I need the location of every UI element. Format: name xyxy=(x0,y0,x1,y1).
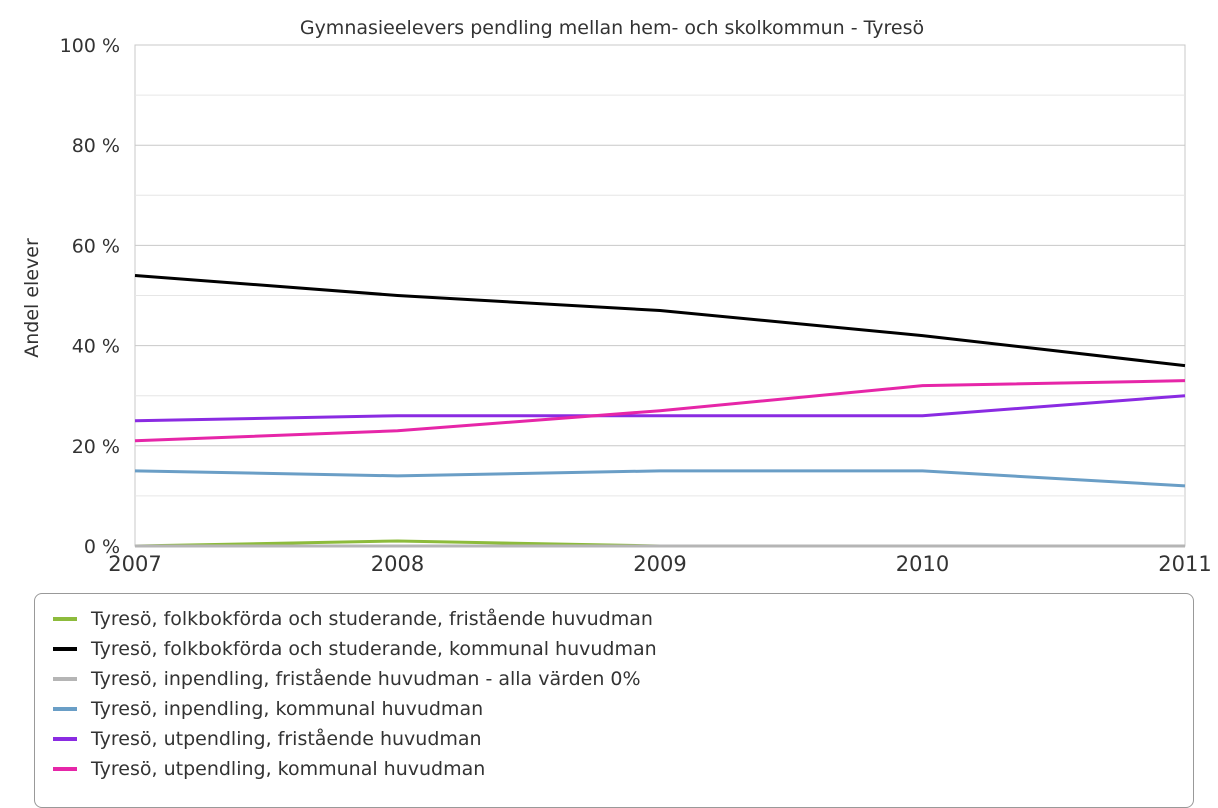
chart-title: Gymnasieelevers pendling mellan hem- och… xyxy=(300,17,924,39)
y-axis-label: Andel elever xyxy=(21,238,43,358)
x-tick-label: 2011 xyxy=(1158,552,1211,576)
series-line-4 xyxy=(134,469,1186,488)
series-line-2 xyxy=(134,273,1186,368)
y-tick-label: 0 % xyxy=(84,536,120,558)
legend-item[interactable]: Tyresö, utpendling, fristående huvudman xyxy=(53,724,1193,754)
x-tick-label: 2010 xyxy=(896,552,949,576)
series-line-6 xyxy=(134,379,1186,443)
y-tick-label: 80 % xyxy=(72,135,120,157)
legend-item[interactable]: Tyresö, folkbokförda och studerande, kom… xyxy=(53,634,1193,664)
y-axis-ticks: 0 % 20 % 40 % 60 % 80 % 100 % xyxy=(60,35,120,558)
legend: Tyresö, folkbokförda och studerande, fri… xyxy=(34,593,1194,808)
x-axis-ticks: 2007 2008 2009 2010 2011 xyxy=(108,552,1211,576)
series-lines xyxy=(134,273,1186,548)
legend-item[interactable]: Tyresö, utpendling, kommunal huvudman xyxy=(53,754,1193,784)
legend-item[interactable]: Tyresö, folkbokförda och studerande, fri… xyxy=(53,604,1193,634)
x-tick-label: 2007 xyxy=(108,552,161,576)
y-tick-label: 60 % xyxy=(72,235,120,257)
legend-swatch xyxy=(53,647,77,651)
legend-label: Tyresö, folkbokförda och studerande, kom… xyxy=(91,638,657,660)
legend-label: Tyresö, utpendling, fristående huvudman xyxy=(91,728,482,750)
legend-swatch xyxy=(53,617,77,621)
legend-label: Tyresö, inpendling, kommunal huvudman xyxy=(91,698,484,720)
y-tick-label: 20 % xyxy=(72,436,120,458)
legend-label: Tyresö, utpendling, kommunal huvudman xyxy=(91,758,486,780)
legend-swatch xyxy=(53,767,77,771)
legend-item[interactable]: Tyresö, inpendling, kommunal huvudman xyxy=(53,694,1193,724)
legend-label: Tyresö, folkbokförda och studerande, fri… xyxy=(91,608,653,630)
legend-label: Tyresö, inpendling, fristående huvudman … xyxy=(91,668,641,690)
legend-swatch xyxy=(53,707,77,711)
y-tick-label: 100 % xyxy=(60,35,120,57)
line-chart: Gymnasieelevers pendling mellan hem- och… xyxy=(21,17,1212,576)
legend-swatch xyxy=(53,677,77,681)
x-tick-label: 2008 xyxy=(371,552,424,576)
series-line-5 xyxy=(134,394,1186,423)
legend-swatch xyxy=(53,737,77,741)
y-tick-label: 40 % xyxy=(72,336,120,358)
x-tick-label: 2009 xyxy=(633,552,686,576)
legend-item[interactable]: Tyresö, inpendling, fristående huvudman … xyxy=(53,664,1193,694)
